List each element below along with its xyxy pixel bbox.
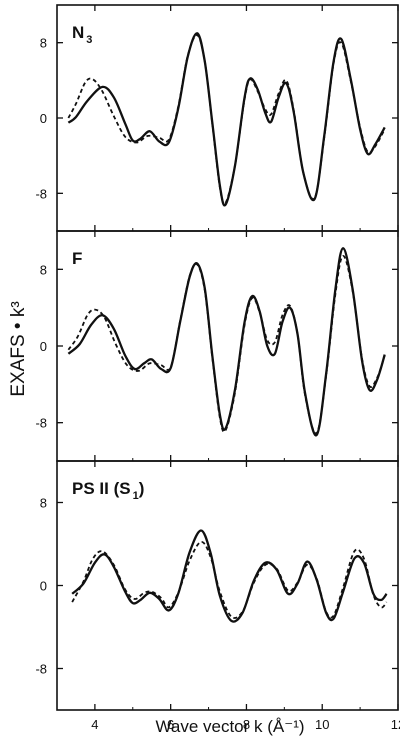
y-axis-label: EXAFS • k³ — [8, 301, 29, 396]
panel-label-subscript: 3 — [86, 34, 92, 46]
panel-2: 8 0 -8 F — [35, 230, 399, 462]
panel-label: F — [72, 249, 82, 268]
panel-1: 8 0 -8 N 3 — [35, 4, 399, 232]
panel-label: PS II (S 1) — [72, 479, 144, 502]
series-solid-line — [67, 32, 386, 207]
series-solid-line — [67, 247, 386, 437]
y-tick-label: 0 — [40, 111, 47, 126]
x-tick-label: 12 — [391, 717, 400, 732]
panel-frame — [56, 460, 399, 711]
y-tick-label: 8 — [40, 262, 47, 277]
series-dashed-line — [67, 254, 386, 435]
x-tick-label: 10 — [315, 717, 329, 732]
panel-label-text: N — [72, 23, 84, 42]
y-tick-label: 8 — [40, 36, 47, 51]
panel-label-text: F — [72, 249, 82, 268]
panel-label-subscript: 1 — [133, 490, 139, 502]
x-tick-label: 4 — [91, 717, 98, 732]
series-dashed-line — [71, 541, 388, 619]
series-dashed-line — [67, 34, 386, 205]
y-tick-label: -8 — [35, 662, 47, 677]
y-tick-label: -8 — [35, 416, 47, 431]
y-tick-label: -8 — [35, 186, 47, 201]
panel-3: 8 0 -8 PS II (S1) 4 6 8 10 12 — [35, 460, 400, 732]
x-tick-label: 6 — [167, 717, 174, 732]
panel-label-tail: ) — [139, 479, 145, 498]
panel-label-text: PS II (S — [72, 479, 131, 498]
y-tick-label: 0 — [40, 579, 47, 594]
x-axis-label: Wave vector k (Å⁻¹) — [155, 717, 304, 736]
plot-area: 8 0 -8 N3 8 0 -8 F 8 0 -8 PS II (S1) 4 6 8 10 12 — [35, 4, 400, 732]
series-solid-line — [71, 529, 388, 623]
x-tick-label: 8 — [243, 717, 250, 732]
y-tick-label: 8 — [40, 496, 47, 511]
y-tick-label: 0 — [40, 339, 47, 354]
